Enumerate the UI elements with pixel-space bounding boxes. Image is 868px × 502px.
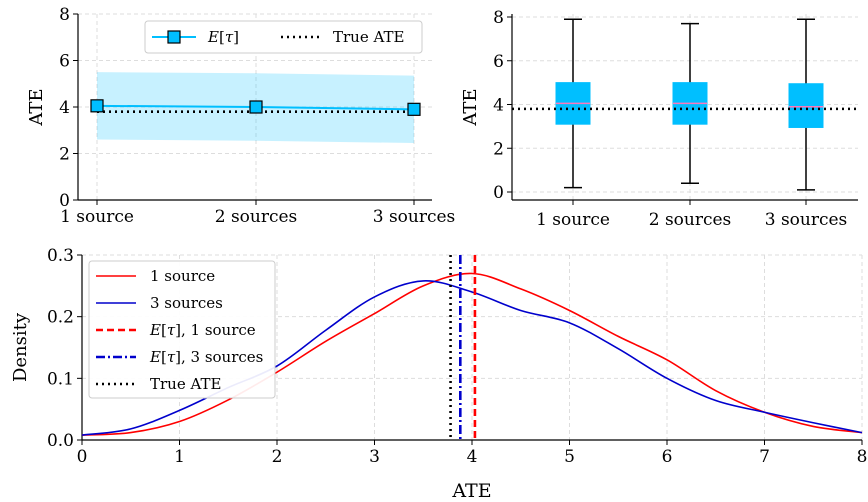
chart-ate-density: 0.0 0.1 0.2 0.3 Density 0 1 2 3 4 5 6 7 8 ATE 1 source 3…	[10, 246, 867, 502]
legend-marker-expected-ate	[167, 30, 181, 44]
x-tick-label: 4	[467, 447, 478, 467]
data-point-marker	[90, 99, 104, 113]
legend-label-true-ate: True ATE	[333, 28, 404, 46]
x-tick-label: 1 source	[60, 207, 134, 227]
legend-label-expected-ate-one-source: E[τ], 1 source	[149, 321, 256, 339]
data-point-marker	[407, 102, 421, 116]
x-tick-label: 3 sources	[765, 210, 848, 230]
y-tick-label: 6	[59, 52, 70, 72]
data-point-marker	[249, 100, 263, 114]
density-curve-one-source	[81, 272, 863, 436]
legend: 1 source 3 sources E[τ], 1 source E[τ], 3 s…	[88, 260, 276, 399]
y-tick-label: 4	[59, 98, 70, 118]
legend-box	[144, 20, 423, 54]
chart-ate-boxplot: 0 2 4 6 8 ATE 1 source 2 sources 3 sources	[460, 8, 858, 230]
y-tick-label: 0.2	[47, 308, 74, 328]
chart-ate-vs-sources: 0 2 4 6 8 ATE 1 source 2 sources 3 sources E[τ] Tr…	[26, 5, 455, 227]
y-tick-label: 2	[59, 145, 70, 165]
y-tick-label: 4	[493, 96, 504, 116]
box-body	[788, 83, 824, 128]
legend-box	[88, 260, 276, 399]
y-tick-label: 0.0	[47, 431, 74, 451]
x-tick-label: 8	[857, 447, 868, 467]
x-tick-label: 3	[369, 447, 380, 467]
y-tick-label: 0.1	[47, 369, 74, 389]
x-tick-label: 1 source	[536, 210, 610, 230]
y-tick-label: 0	[493, 183, 504, 203]
x-tick-label: 5	[564, 447, 575, 467]
y-tick-label: 6	[493, 52, 504, 72]
legend-label-three-sources: 3 sources	[150, 294, 223, 312]
box-1	[555, 18, 591, 189]
y-tick-label: 8	[493, 8, 504, 28]
legend: E[τ] True ATE	[144, 20, 423, 54]
y-tick-label: 0.3	[47, 246, 74, 266]
legend-label-expected-ate-three-sources: E[τ], 3 sources	[149, 348, 263, 366]
x-tick-label: 0	[77, 447, 88, 467]
y-tick-label: 2	[493, 139, 504, 159]
y-axis-label: ATE	[26, 88, 47, 126]
y-axis-label: Density	[10, 312, 31, 382]
x-tick-label: 3 sources	[373, 207, 456, 227]
box-3	[788, 18, 824, 191]
x-tick-label: 2	[272, 447, 283, 467]
x-tick-label: 6	[662, 447, 673, 467]
x-tick-label: 2 sources	[215, 207, 298, 227]
legend-label-expected-ate: E[τ]	[207, 28, 239, 46]
y-tick-label: 0	[59, 191, 70, 211]
legend-label-one-source: 1 source	[150, 267, 215, 285]
y-axis-label: ATE	[460, 88, 481, 126]
box-2	[672, 22, 708, 184]
x-axis-label: ATE	[451, 480, 491, 502]
x-tick-label: 1	[174, 447, 185, 467]
legend-label-true-ate: True ATE	[150, 375, 221, 393]
x-tick-label: 2 sources	[649, 210, 732, 230]
y-tick-label: 8	[59, 5, 70, 25]
x-tick-label: 7	[759, 447, 770, 467]
